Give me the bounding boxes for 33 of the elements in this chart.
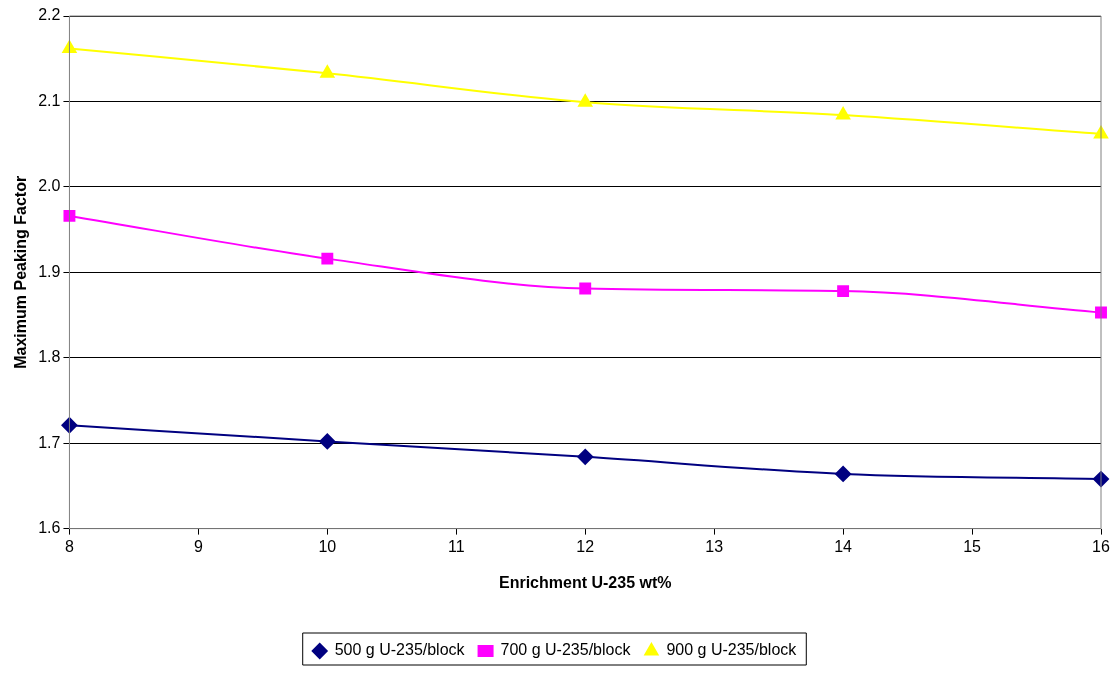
y-tick-label: 2.1	[38, 91, 61, 109]
x-axis-title: Enrichment U-235 wt%	[498, 573, 672, 591]
legend-label: 700 g U-235/block	[500, 641, 632, 659]
y-axis-title: Maximum Peaking Factor	[12, 175, 30, 369]
point	[62, 40, 77, 53]
point	[837, 285, 850, 298]
point	[578, 94, 593, 107]
x-tick-label: 10	[318, 537, 337, 555]
y-tick-label: 2.2	[38, 6, 61, 24]
y-tick-label: 1.9	[38, 262, 61, 280]
point	[63, 209, 76, 222]
x-tick-label: 12	[576, 537, 595, 555]
y-tick-label: 2.0	[38, 177, 61, 195]
point	[577, 448, 594, 465]
point	[579, 282, 592, 295]
y-tick-label: 1.8	[38, 348, 61, 366]
legend-label: 500 g U-235/block	[334, 641, 466, 659]
x-tick-label: 16	[1092, 537, 1110, 555]
point	[320, 65, 335, 78]
point	[319, 433, 336, 450]
x-tick-label: 11	[447, 537, 465, 555]
y-tick-label: 1.6	[38, 519, 61, 537]
x-tick-label: 14	[834, 537, 853, 555]
y-tick-label: 1.7	[38, 433, 61, 451]
legend-label: 900 g U-235/block	[666, 641, 798, 659]
point	[835, 465, 852, 482]
point	[836, 107, 851, 120]
x-tick-label: 9	[193, 537, 203, 555]
point	[321, 252, 334, 265]
x-tick-label: 13	[705, 537, 724, 555]
point	[61, 417, 78, 434]
x-tick-label: 8	[64, 537, 74, 555]
x-tick-label: 15	[963, 537, 982, 555]
